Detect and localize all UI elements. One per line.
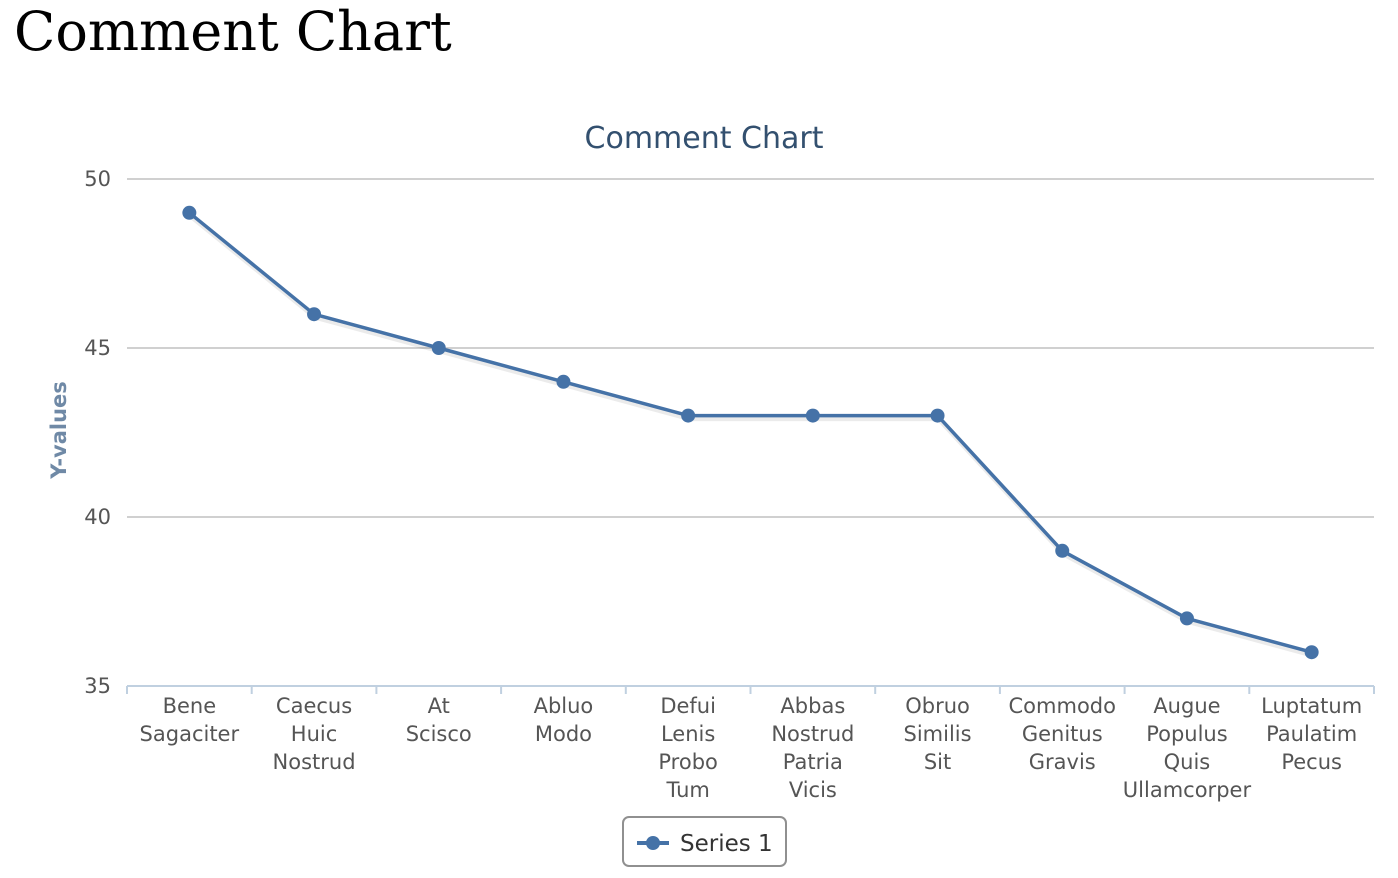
x-axis-tick-labels: Bene Sagaciter Caecus Huic Nostrud At Scisco Ab… — [140, 694, 1363, 802]
page-heading: Comment Chart — [14, 0, 452, 63]
x-tick-label: Defui Lenis Probo Tum — [658, 694, 718, 802]
x-tick-label: Bene Sagaciter — [140, 694, 240, 746]
data-point[interactable] — [1055, 543, 1070, 558]
y-axis-label: Y-values — [47, 381, 71, 480]
data-point[interactable] — [182, 205, 197, 220]
x-tick-label: At Scisco — [406, 694, 472, 746]
gridlines — [127, 178, 1374, 518]
x-tick-label: Luptatum Paulatim Pecus — [1261, 694, 1362, 774]
x-tick-label: Abbas Nostrud Patria Vicis — [771, 694, 854, 802]
data-point[interactable] — [431, 341, 446, 355]
x-tick-label: Obruo Similis Sit — [904, 694, 972, 774]
y-tick-label: 50 — [84, 167, 111, 191]
x-tick-label: Abluo Modo — [534, 694, 594, 746]
legend-series-label: Series 1 — [680, 831, 773, 857]
data-point[interactable] — [556, 374, 571, 389]
data-point[interactable] — [1179, 611, 1194, 626]
series-line-shadow — [188, 213, 1314, 658]
x-tick-label: Augue Populus Quis Ullamcorper — [1123, 694, 1252, 802]
y-tick-label: 40 — [84, 505, 111, 529]
legend-series-marker — [646, 836, 660, 850]
data-point[interactable] — [1304, 645, 1319, 660]
y-tick-label: 45 — [84, 336, 111, 360]
chart-title: Comment Chart — [585, 121, 824, 156]
legend-box — [622, 816, 787, 867]
data-point[interactable] — [805, 408, 820, 423]
series-line — [187, 211, 1314, 654]
x-tick-label: Caecus Huic Nostrud — [273, 694, 356, 774]
data-point[interactable] — [307, 307, 322, 322]
x-axis — [126, 685, 1375, 694]
data-point[interactable] — [930, 408, 945, 423]
series-layer — [182, 205, 1319, 660]
x-tick-label: Commodo Genitus Gravis — [1009, 694, 1116, 774]
y-axis-tick-labels: 35 40 45 50 — [84, 167, 111, 698]
y-tick-label: 35 — [84, 674, 111, 698]
data-point[interactable] — [681, 408, 696, 423]
legend[interactable]: Series 1 — [622, 816, 787, 867]
